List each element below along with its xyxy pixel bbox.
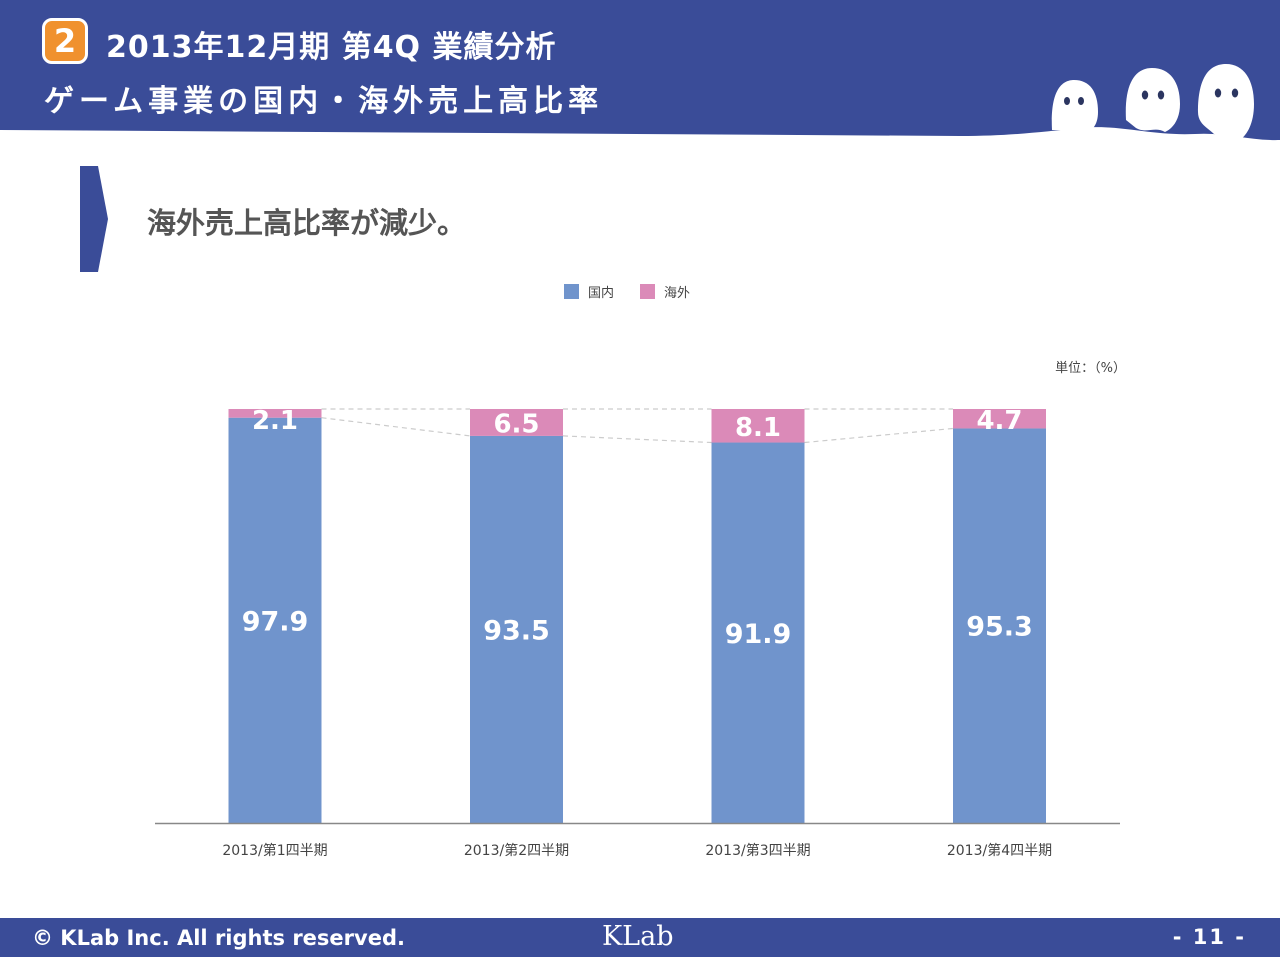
legend-item-domestic: 国内	[564, 282, 614, 301]
bar-overseas	[470, 409, 563, 436]
headline: 海外売上高比率が減少。	[147, 206, 467, 240]
x-tick-label: 2013/第2四半期	[464, 842, 569, 859]
bar-overseas	[228, 409, 322, 418]
bar-domestic	[470, 435, 563, 823]
headline-marker-icon	[80, 166, 108, 272]
data-label-overseas: 2.1	[252, 406, 298, 436]
series-line-boundary	[804, 427, 954, 444]
header-background	[0, 0, 1280, 141]
page-number: - 11 -	[1172, 925, 1246, 949]
x-tick-label: 2013/第1四半期	[222, 842, 327, 859]
data-label-overseas: 8.1	[735, 413, 781, 443]
legend-swatch	[564, 283, 579, 299]
bar-overseas	[711, 409, 805, 443]
bar-domestic	[228, 417, 322, 823]
chart-legend: 国内 海外	[564, 282, 716, 301]
page-subtitle: ゲーム事業の国内・海外売上高比率	[44, 84, 604, 119]
data-label-domestic: 91.9	[725, 619, 792, 650]
legend-item-overseas: 海外	[640, 282, 690, 301]
x-tick-label: 2013/第3四半期	[705, 842, 810, 859]
page-title: 2013年12月期 第4Q 業績分析	[106, 30, 557, 65]
data-label-domestic: 97.9	[242, 606, 309, 637]
series-line-boundary	[562, 435, 712, 444]
section-number-badge: 2	[42, 18, 88, 64]
bar-overseas	[953, 409, 1046, 429]
bar-domestic	[711, 442, 805, 823]
x-tick-label: 2013/第4四半期	[947, 842, 1052, 859]
data-label-overseas: 4.7	[976, 406, 1022, 436]
data-label-overseas: 6.5	[493, 409, 539, 439]
stacked-bar-chart: 97.9 2.1 2013/第1四半期 93.5 6.5 2013/第2四半期 91.9 8.…	[155, 406, 1120, 859]
data-label-domestic: 93.5	[483, 615, 550, 646]
header-band: 2 2013年12月期 第4Q 業績分析 ゲーム事業の国内・海外売上高比率	[0, 0, 1280, 150]
copyright-text: © KLab Inc. All rights reserved.	[32, 926, 405, 950]
ghost-mascot-icon	[1051, 80, 1098, 134]
ghost-mascot-icon	[1125, 68, 1180, 132]
series-line-boundary	[321, 417, 471, 437]
unit-label: 単位：（%）	[1055, 361, 1126, 376]
ghost-mascot-icon	[1198, 64, 1254, 140]
klab-logo: KLab	[602, 921, 674, 952]
footer: © KLab Inc. All rights reserved. KLab - …	[0, 918, 1280, 957]
legend-swatch	[640, 283, 656, 299]
legend-label: 海外	[664, 285, 691, 301]
data-label-domestic: 95.3	[966, 612, 1033, 643]
legend-label: 国内	[588, 285, 615, 301]
bar-domestic	[953, 428, 1046, 823]
